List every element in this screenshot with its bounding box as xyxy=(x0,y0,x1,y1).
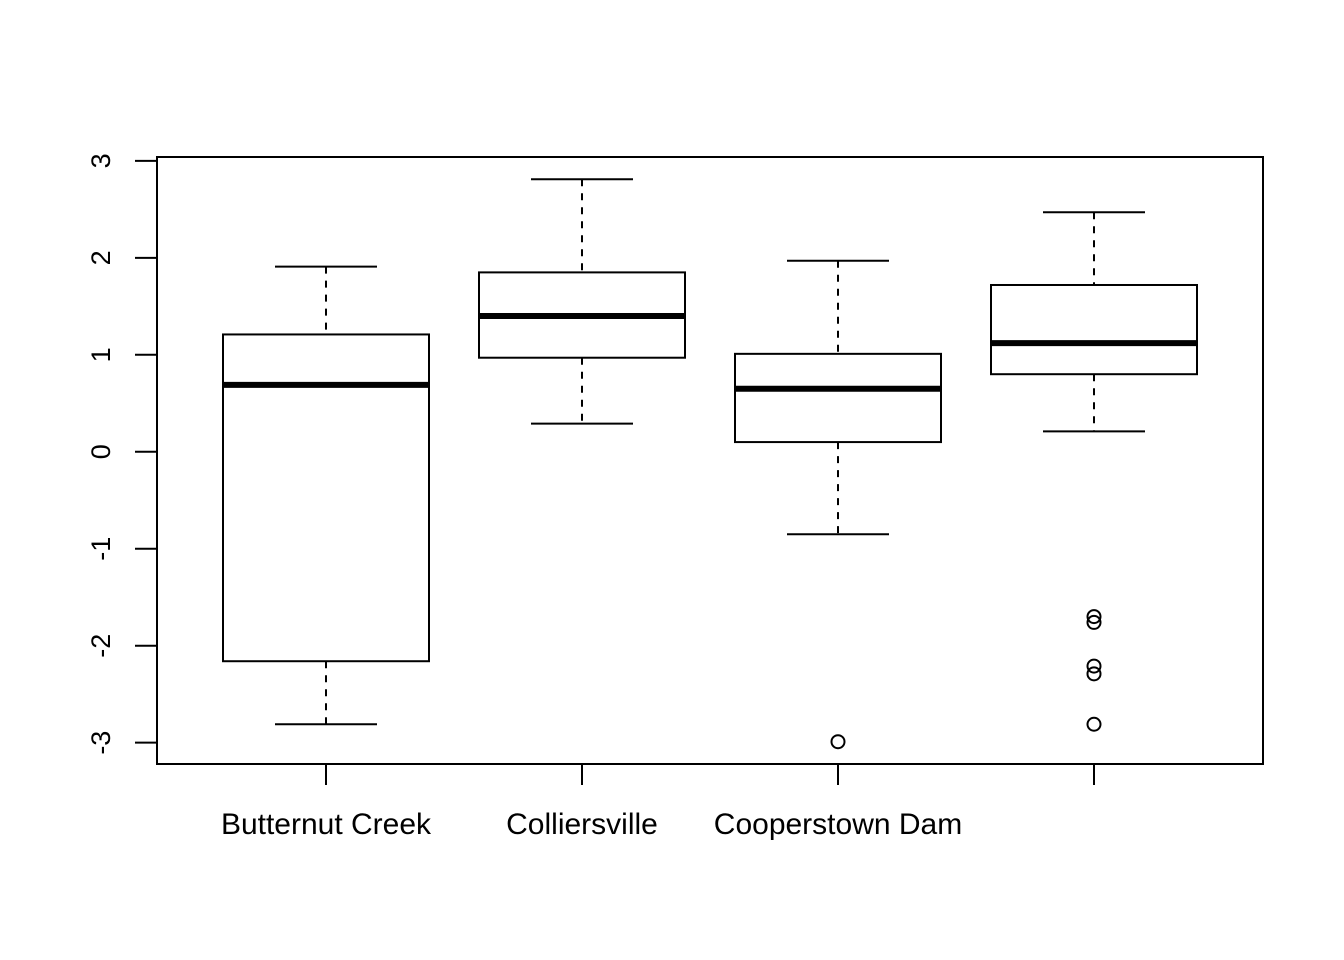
y-axis: -3 -2 -1 0 1 2 3 xyxy=(86,153,158,755)
y-tick-label: -3 xyxy=(86,731,116,755)
x-tick-label: Butternut Creek xyxy=(221,808,432,841)
x-tick-label: Colliersville xyxy=(506,808,658,841)
box-series xyxy=(222,178,1198,750)
outlier-point xyxy=(1086,609,1102,625)
iqr-box xyxy=(734,352,942,444)
box-group xyxy=(222,265,430,726)
iqr-box xyxy=(990,283,1198,376)
box-group xyxy=(478,178,686,425)
outlier-point xyxy=(830,734,846,750)
box-group xyxy=(734,259,942,750)
outlier-point xyxy=(1086,614,1102,630)
y-tick-label: -2 xyxy=(86,634,116,658)
y-tick-label: 0 xyxy=(86,444,116,459)
y-tick-label: 2 xyxy=(86,250,116,265)
y-tick-label: 1 xyxy=(86,347,116,362)
y-tick-label: 3 xyxy=(86,153,116,168)
box-group xyxy=(990,211,1198,732)
outlier-point xyxy=(1086,716,1102,732)
iqr-box xyxy=(222,333,430,663)
x-tick-label: Cooperstown Dam xyxy=(714,808,962,841)
outlier-point xyxy=(1086,658,1102,674)
outlier-point xyxy=(1086,666,1102,682)
x-axis: Butternut Creek Colliersville Cooperstown … xyxy=(221,764,1095,841)
y-tick-label: -1 xyxy=(86,537,116,561)
